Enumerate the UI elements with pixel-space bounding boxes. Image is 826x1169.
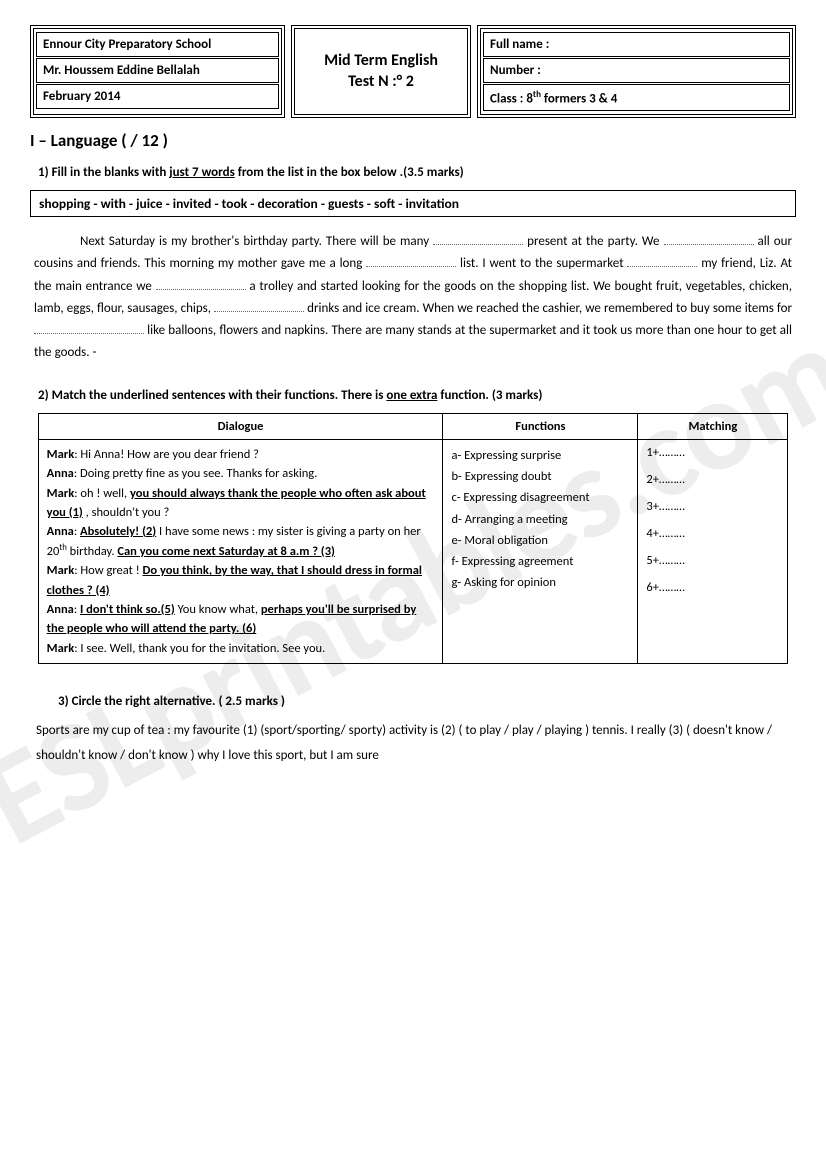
th-functions: Functions <box>443 413 638 439</box>
class-suffix: formers 3 & 4 <box>541 91 617 106</box>
q3-paragraph: Sports are my cup of tea : my favourite … <box>36 719 790 768</box>
th-matching: Matching <box>638 413 788 439</box>
d-l4sup: th <box>59 543 67 553</box>
worksheet-page: ESLprintables.com Ennour City Preparator… <box>0 0 826 1169</box>
match-4[interactable]: 4+……… <box>646 526 779 541</box>
class-prefix: Class : 8 <box>490 91 533 106</box>
q2-table: Dialogue Functions Matching Mark: Hi Ann… <box>38 413 789 664</box>
d-l7t: : I see. Well, thank you for the invitat… <box>74 641 325 656</box>
q2-heading-u: one extra <box>386 388 437 403</box>
header-right: Full name : Number : Class : 8th formers… <box>477 25 796 118</box>
d-l7s: Mark <box>47 641 75 656</box>
func-f: f- Expressing agreement <box>451 551 629 572</box>
match-6[interactable]: 6+……… <box>646 580 779 595</box>
q1-heading-pre: 1) Fill in the blanks with <box>38 165 169 180</box>
test-title: Mid Term English Test N :° 2 <box>320 45 442 99</box>
q1-paragraph: Next Saturday is my brother's birthday p… <box>34 231 792 364</box>
header-mid: Mid Term English Test N :° 2 <box>291 25 471 118</box>
match-5[interactable]: 5+……… <box>646 553 779 568</box>
teacher-name: Mr. Houssem Eddine Bellalah <box>36 58 279 83</box>
number-field[interactable]: Number : <box>483 58 790 83</box>
table-body-row: Mark: Hi Anna! How are you dear friend ?… <box>38 439 788 663</box>
q2-heading-post: function. (3 marks) <box>437 388 542 403</box>
d-l2t: : Doing pretty fine as you see. Thanks f… <box>74 466 318 481</box>
q1-heading-u: just 7 words <box>169 165 235 180</box>
fullname-field[interactable]: Full name : <box>483 32 790 57</box>
header: Ennour City Preparatory School Mr. Houss… <box>30 25 796 118</box>
d-l4u1: Absolutely! (2) <box>80 524 156 539</box>
q1-blank-6[interactable] <box>214 300 304 312</box>
test-title-line2: Test N :° 2 <box>348 72 414 91</box>
q1-p7: like balloons, flowers and napkins. Ther… <box>34 323 792 360</box>
match-2[interactable]: 2+……… <box>646 472 779 487</box>
school-name: Ennour City Preparatory School <box>36 32 279 57</box>
d-l1t: : Hi Anna! How are you dear friend ? <box>74 447 259 462</box>
q1-blank-5[interactable] <box>156 278 246 290</box>
matching-cell: 1+……… 2+……… 3+……… 4+……… 5+……… 6+……… <box>638 439 788 663</box>
func-a: a- Expressing surprise <box>451 445 629 466</box>
q1-p6: drinks and ice cream. When we reached th… <box>304 301 792 316</box>
q1-heading: 1) Fill in the blanks with just 7 words … <box>38 165 796 180</box>
q1-p1: present at the party. We <box>523 234 663 249</box>
func-g: g- Asking for opinion <box>451 572 629 593</box>
table-header-row: Dialogue Functions Matching <box>38 413 788 439</box>
q1-p0: Next Saturday is my brother's birthday p… <box>80 234 433 249</box>
q1-blank-1[interactable] <box>433 234 523 246</box>
func-e: e- Moral obligation <box>451 530 629 551</box>
q2-heading: 2) Match the underlined sentences with t… <box>38 388 796 403</box>
th-dialogue: Dialogue <box>38 413 443 439</box>
q1-wordbox: shopping - with - juice - invited - took… <box>30 190 796 217</box>
d-l4mid2: birthday. <box>67 544 118 559</box>
dialogue-cell: Mark: Hi Anna! How are you dear friend ?… <box>38 439 443 663</box>
functions-cell: a- Expressing surprise b- Expressing dou… <box>443 439 638 663</box>
q1-p3: list. I went to the supermarket <box>456 256 627 271</box>
d-l4s: Anna <box>47 524 74 539</box>
header-left: Ennour City Preparatory School Mr. Houss… <box>30 25 285 118</box>
d-l3pre: : oh ! well, <box>74 486 130 501</box>
func-d: d- Arranging a meeting <box>451 509 629 530</box>
class-field: Class : 8th formers 3 & 4 <box>483 84 790 111</box>
test-title-line1: Mid Term English <box>324 51 438 70</box>
q1-blank-7[interactable] <box>34 322 144 334</box>
func-b: b- Expressing doubt <box>451 466 629 487</box>
q2-heading-pre: 2) Match the underlined sentences with t… <box>38 388 386 403</box>
section-title: I – Language ( / 12 ) <box>30 130 796 151</box>
match-1[interactable]: 1+……… <box>646 445 779 460</box>
d-l1s: Mark <box>47 447 75 462</box>
match-3[interactable]: 3+……… <box>646 499 779 514</box>
q1-blank-3[interactable] <box>366 256 456 268</box>
d-l3post: , shouldn't you ? <box>83 505 169 520</box>
q1-blank-2[interactable] <box>664 234 754 246</box>
d-l6mid: You know what, <box>175 602 261 617</box>
q3-heading: 3) Circle the right alternative. ( 2.5 m… <box>58 694 796 709</box>
d-l5s: Mark <box>47 563 75 578</box>
d-l6s: Anna <box>47 602 74 617</box>
d-l5pre: : How great ! <box>74 563 142 578</box>
d-l2s: Anna <box>47 466 74 481</box>
d-l3s: Mark <box>47 486 75 501</box>
d-l4u2: Can you come next Saturday at 8 a.m ? (3… <box>117 544 335 559</box>
func-c: c- Expressing disagreement <box>451 487 629 508</box>
q1-heading-post: from the list in the box below .(3.5 mar… <box>235 165 464 180</box>
q1-blank-4[interactable] <box>627 256 697 268</box>
d-l6u1: I don't think so.(5) <box>80 602 175 617</box>
date: February 2014 <box>36 84 279 109</box>
